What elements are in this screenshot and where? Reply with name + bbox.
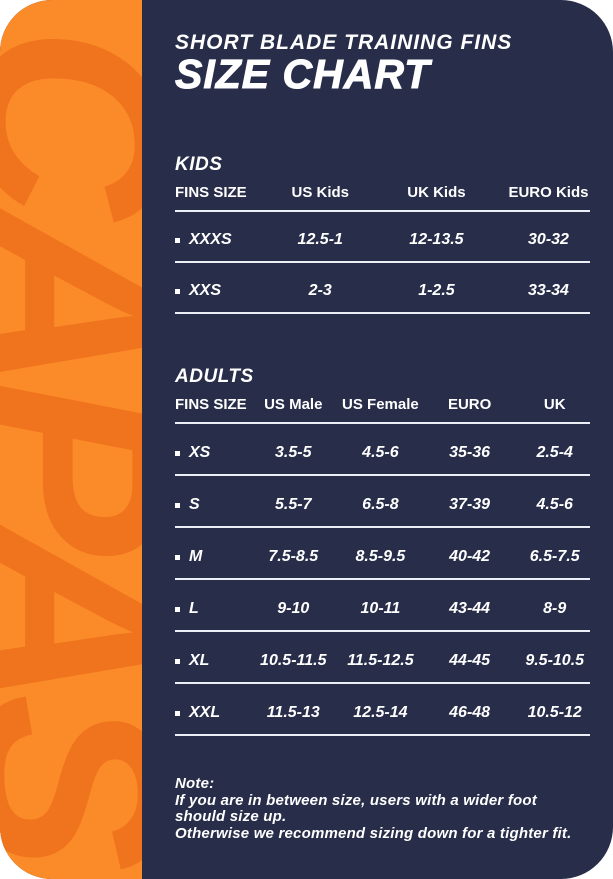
brand-strip: CAPAS [0, 0, 142, 879]
adults-size-row-l: L 9-10 10-11 43-44 8-9 [175, 580, 590, 632]
column-header-euro: EURO [447, 396, 492, 413]
note-block: Note: If you are in between size, users … [175, 775, 590, 842]
column-header-us-male: US Male [264, 396, 323, 413]
value-cell: 12-13.5 [409, 231, 464, 248]
value-cell: 10.5-12 [527, 704, 582, 721]
column-header-us-female: US Female [342, 396, 419, 413]
size-label: XS [189, 444, 211, 461]
size-label: S [189, 496, 200, 513]
value-cell: 35-36 [449, 444, 491, 461]
size-cell: M [175, 548, 246, 578]
adults-header-row: FINS SIZE US Male US Female EURO UK [175, 390, 590, 424]
chart-content: SHORT BLADE TRAINING FINS SIZE CHART KID… [174, 0, 590, 879]
column-header-fins-size: FINS SIZE [175, 396, 247, 413]
value-cell: 43-44 [449, 600, 491, 617]
value-cell: 4.5-6 [362, 444, 399, 461]
value-cell: 8-9 [543, 600, 567, 617]
column-header-fins-size: FINS SIZE [175, 184, 247, 201]
value-cell: 37-39 [449, 496, 491, 513]
column-header-us-kids: US Kids [291, 184, 349, 201]
bullet-square-icon [175, 450, 180, 456]
size-label: XL [189, 652, 210, 669]
value-cell: 4.5-6 [536, 496, 573, 513]
value-cell: 2.5-4 [536, 444, 573, 461]
column-header-euro-kids: EURO Kids [508, 184, 589, 201]
kids-section-label: KIDS [175, 154, 223, 175]
kids-section: KIDS FINS SIZE US Kids UK Kids EURO Kids… [175, 146, 590, 314]
size-cell: XL [175, 652, 246, 682]
value-cell: 10.5-11.5 [260, 652, 327, 669]
value-cell: 9-10 [277, 600, 310, 617]
value-cell: 8.5-9.5 [355, 548, 406, 565]
size-cell: XS [175, 444, 246, 474]
value-cell: 12.5-1 [297, 231, 343, 248]
column-header-uk: UK [543, 396, 566, 413]
value-cell: 10-11 [360, 600, 401, 617]
size-label: XXL [189, 704, 221, 721]
size-label: M [189, 548, 203, 565]
value-cell: 46-48 [449, 704, 491, 721]
value-cell: 9.5-10.5 [525, 652, 585, 669]
value-cell: 11.5-13 [266, 704, 320, 721]
value-cell: 30-32 [528, 231, 569, 248]
adults-section: ADULTS FINS SIZE US Male US Female EURO … [175, 358, 590, 736]
value-cell: 11.5-12.5 [347, 652, 414, 669]
value-cell: 6.5-7.5 [529, 548, 580, 565]
size-cell: XXXS [175, 231, 275, 261]
value-cell: 44-45 [449, 652, 491, 669]
kids-header-row: FINS SIZE US Kids UK Kids EURO Kids [175, 178, 590, 212]
value-cell: 33-34 [528, 282, 569, 299]
note-line: If you are in between size, users with a… [175, 791, 537, 809]
value-cell: 2-3 [308, 282, 332, 299]
note-line: should size up. [175, 808, 287, 825]
bullet-square-icon [175, 288, 180, 294]
size-cell: S [175, 496, 246, 526]
value-cell: 40-42 [449, 548, 491, 565]
size-label: XXS [189, 282, 222, 299]
bullet-square-icon [175, 606, 180, 612]
adults-size-row-s: S 5.5-7 6.5-8 37-39 4.5-6 [175, 476, 590, 528]
value-cell: 5.5-7 [275, 496, 312, 513]
size-cell: XXS [175, 282, 275, 312]
size-cell: XXL [175, 704, 246, 734]
adults-section-label: ADULTS [175, 366, 254, 387]
adults-size-row-m: M 7.5-8.5 8.5-9.5 40-42 6.5-7.5 [175, 528, 590, 580]
adults-size-row-xs: XS 3.5-5 4.5-6 35-36 2.5-4 [175, 424, 590, 476]
brand-logo-text: CAPAS [0, 25, 142, 854]
adults-size-row-xxl: XXL 11.5-13 12.5-14 46-48 10.5-12 [175, 684, 590, 736]
note-label: Note: [175, 775, 215, 792]
size-label: XXXS [189, 231, 232, 248]
page-title: SIZE CHART [174, 51, 431, 98]
value-cell: 1-2.5 [418, 282, 455, 299]
product-subtitle: SHORT BLADE TRAINING FINS [175, 31, 513, 54]
column-header-uk-kids: UK Kids [407, 184, 466, 201]
bullet-square-icon [175, 658, 180, 664]
adults-size-row-xl: XL 10.5-11.5 11.5-12.5 44-45 9.5-10.5 [175, 632, 590, 684]
note-line: Otherwise we recommend sizing down for a… [175, 824, 572, 842]
bullet-square-icon [175, 554, 180, 560]
bullet-square-icon [175, 710, 180, 716]
bullet-square-icon [175, 237, 180, 243]
size-cell: L [175, 600, 246, 630]
size-label: L [189, 600, 199, 617]
value-cell: 6.5-8 [362, 496, 399, 513]
kids-size-row-xxs: XXS 2-3 1-2.5 33-34 [175, 263, 590, 314]
value-cell: 3.5-5 [275, 444, 312, 461]
value-cell: 12.5-14 [353, 704, 408, 721]
value-cell: 7.5-8.5 [268, 548, 319, 565]
bullet-square-icon [175, 502, 180, 508]
kids-size-row-xxxs: XXXS 12.5-1 12-13.5 30-32 [175, 212, 590, 263]
